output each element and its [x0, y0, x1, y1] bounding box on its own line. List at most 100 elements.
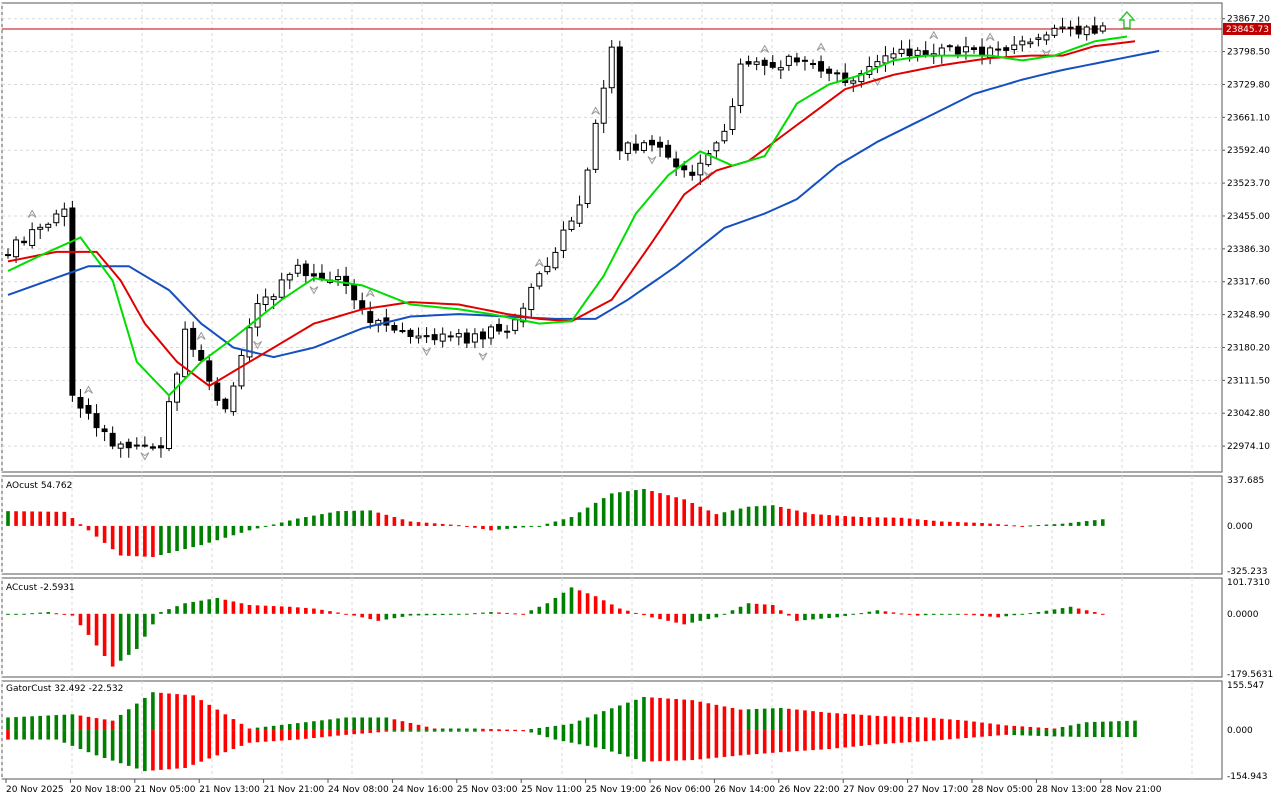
gator-lower-bar [143, 730, 147, 772]
gator-upper-bar [384, 717, 389, 731]
ac_panel-frame [1, 577, 1223, 678]
ao-panel[interactable]: 337.685 0.000 -325.233 [1, 475, 1267, 577]
gator-lower-bar [1068, 730, 1073, 737]
candle-bear [77, 396, 84, 409]
histogram-bar [408, 521, 413, 526]
candle-bull [729, 106, 736, 131]
gator-lower-bar [215, 730, 220, 756]
gator-upper-bar [271, 725, 276, 731]
gator-upper-bar [215, 709, 220, 731]
gator-upper-bar [239, 723, 244, 731]
gator-upper-bar [1076, 723, 1081, 731]
histogram-bar [561, 592, 566, 614]
histogram-bar [803, 512, 807, 526]
gator-lower-bar [891, 730, 896, 744]
candle-bull [882, 55, 889, 64]
gator-lower-bar [859, 730, 864, 746]
gator-lower-bar [883, 730, 888, 744]
gator-lower-bar [658, 730, 662, 762]
ac-panel[interactable]: 101.7310 0.0000 -179.5631 [1, 577, 1273, 680]
histogram-bar [698, 613, 703, 621]
histogram-bar [320, 609, 324, 614]
histogram-bar [94, 613, 99, 646]
price-tick-label: 23661.10 [1227, 113, 1270, 123]
gator-upper-bar [38, 715, 42, 731]
histogram-bar [94, 525, 99, 537]
histogram-bar [690, 503, 695, 526]
fractal-arrow-icon [27, 209, 37, 218]
candle-bull [737, 63, 744, 106]
histogram-bar [626, 491, 630, 526]
histogram-bar [883, 611, 888, 614]
time-label: 25 Nov 03:00 [457, 785, 518, 795]
gator-upper-bar [577, 720, 582, 731]
histogram-bar [440, 613, 445, 616]
candle-bear [649, 139, 655, 146]
gator-upper-bar [1133, 720, 1137, 731]
gator-lower-bar [1020, 730, 1025, 736]
histogram-bar [336, 511, 340, 526]
gator-upper-bar [207, 704, 212, 731]
gator-lower-bar [521, 730, 525, 732]
gator-lower-bar [980, 730, 984, 737]
histogram-bar [465, 613, 469, 615]
candle-bear [190, 327, 197, 350]
histogram-bar [183, 603, 187, 614]
candle-bear [302, 263, 309, 277]
gator-upper-bar [601, 711, 606, 731]
histogram-bar [175, 525, 179, 552]
histogram-bar [126, 613, 131, 655]
fractal-arrow-icon [253, 340, 262, 350]
candle-bull [713, 142, 720, 152]
gator-panel[interactable]: 155.547 0.000 -154.943 [1, 680, 1267, 782]
gator-lower-bar [62, 730, 67, 743]
histogram-bar [86, 613, 91, 635]
gator-upper-bar [883, 716, 888, 731]
gator-upper-bar [432, 728, 437, 731]
gator-lower-bar [1117, 730, 1121, 738]
gator-upper-bar [1060, 726, 1065, 731]
gator-lower-bar [481, 730, 485, 732]
histogram-bar [795, 510, 799, 526]
histogram-bar [30, 511, 34, 526]
candle-bull [512, 319, 519, 331]
gator-upper-bar [738, 709, 743, 731]
gator-lower-bar [706, 730, 711, 759]
histogram-bar [102, 613, 107, 657]
candle-bear [665, 144, 672, 158]
histogram-bar [698, 506, 703, 526]
histogram-bar [255, 525, 260, 529]
gator-lower-bar [70, 730, 75, 746]
histogram-bar [328, 611, 332, 614]
gator-upper-bar [457, 728, 461, 731]
gator-upper-bar [867, 715, 872, 731]
histogram-bar [1020, 613, 1025, 615]
main-price-panel[interactable]: 23867.20 23798.50 23729.80 23661.10 23592.40… [1, 2, 1271, 473]
price-tick-label: 23180.20 [1227, 343, 1270, 353]
histogram-bar [658, 493, 662, 526]
histogram-bar [923, 613, 928, 616]
gator-lower-bar [167, 730, 171, 770]
gator-upper-bar [6, 717, 10, 731]
histogram-bar [907, 613, 912, 615]
histogram-bar [481, 525, 485, 530]
gator-lower-bar [296, 730, 300, 740]
histogram-bar [279, 522, 284, 526]
candle-bull [1027, 41, 1034, 45]
gator-lower-bar [1092, 730, 1097, 738]
gator-lower-bar [1133, 730, 1137, 738]
candle-bear [971, 47, 977, 51]
histogram-bar [875, 610, 880, 614]
histogram-bar [271, 606, 276, 614]
gator-upper-bar [360, 717, 364, 731]
gator-lower-bar [803, 730, 807, 751]
candle-bear [657, 141, 664, 148]
histogram-bar [996, 524, 1000, 526]
gator-upper-bar [86, 716, 91, 731]
gator-upper-bar [191, 695, 195, 731]
candle-bull [504, 330, 511, 333]
gator-upper-bar [996, 724, 1000, 731]
gator-upper-bar [481, 728, 485, 731]
gator-upper-bar [279, 724, 284, 731]
